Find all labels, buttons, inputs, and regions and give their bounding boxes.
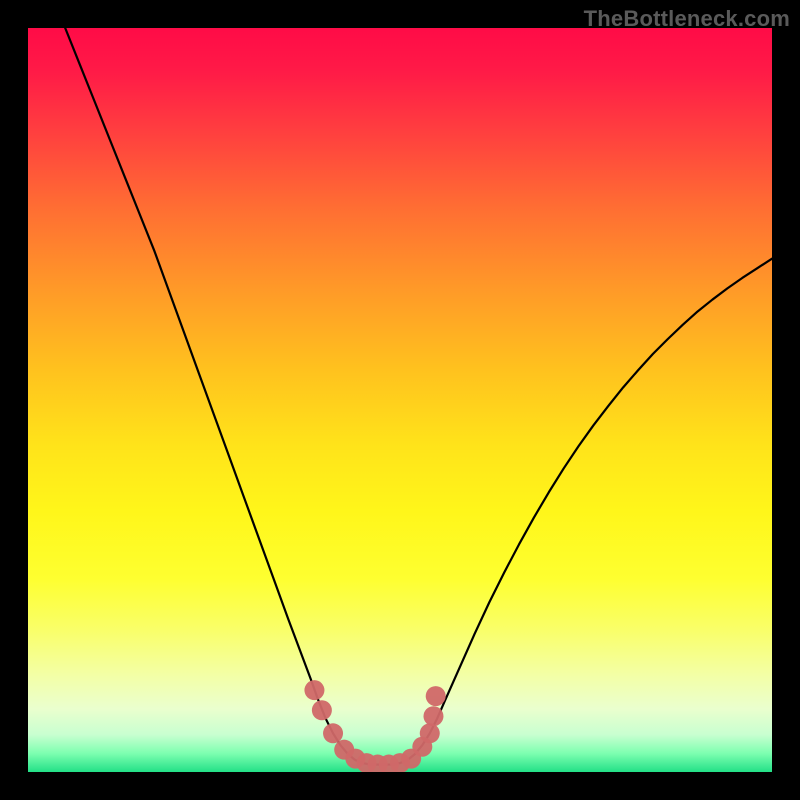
marker-dot [304,680,324,700]
bottleneck-chart: TheBottleneck.com [0,0,800,800]
marker-dot [426,686,446,706]
marker-dot [323,723,343,743]
marker-dot [423,706,443,726]
marker-dot [312,700,332,720]
marker-dot [420,723,440,743]
chart-svg [0,0,800,800]
chart-background [28,28,772,772]
watermark-text: TheBottleneck.com [584,6,790,32]
